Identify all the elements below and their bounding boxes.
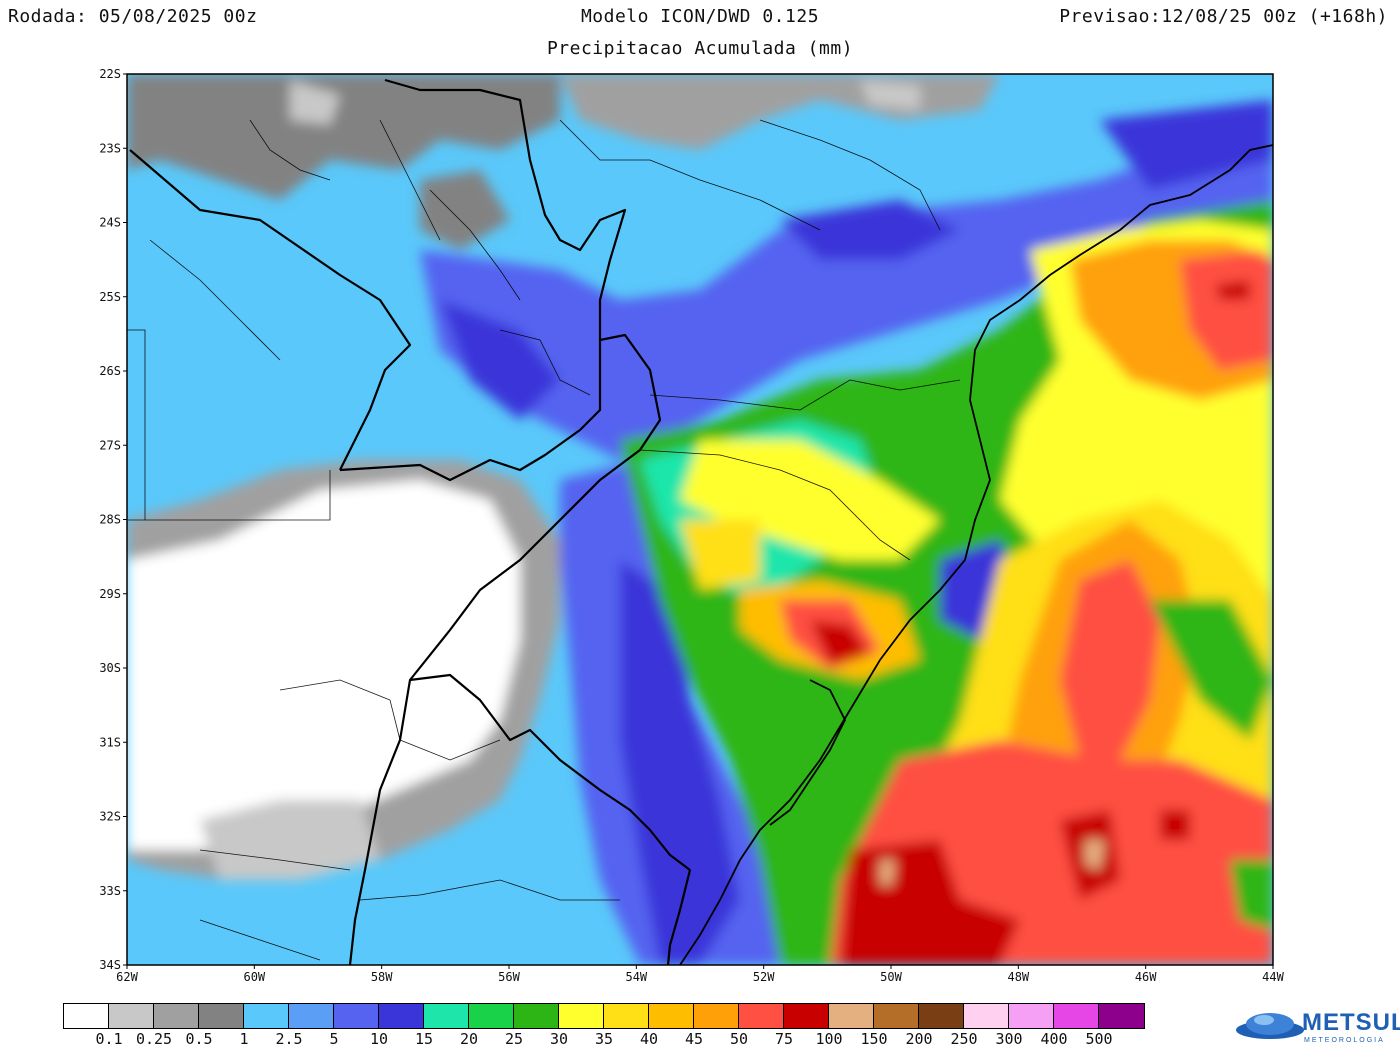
- colorbar-label: 0.25: [135, 1030, 173, 1048]
- lon-tick-label: 54W: [625, 970, 647, 984]
- map-subtitle: Precipitacao Acumulada (mm): [546, 38, 854, 59]
- colorbar-swatch: [109, 1004, 154, 1028]
- colorbar-label: 0.1: [95, 1030, 123, 1048]
- lon-tick-label: 52W: [753, 970, 775, 984]
- colorbar-label: 1: [239, 1030, 249, 1048]
- colorbar-swatch: [154, 1004, 199, 1028]
- colorbar-label: 15: [414, 1030, 434, 1048]
- lat-tick-label: 33S: [99, 884, 121, 898]
- state-borders: [127, 119, 961, 961]
- forecast-time-label: Previsao:12/08/25 00z (+168h): [1059, 6, 1388, 27]
- colorbar-swatch: [199, 1004, 244, 1028]
- lon-tick-label: 44W: [1262, 970, 1284, 984]
- colorbar-label: 30: [549, 1030, 569, 1048]
- colorbar-swatch: [604, 1004, 649, 1028]
- latitude-axis: 22S 23S 24S 25S 26S 27S 28S 29S 30S 31S 32S 33S 34S: [99, 67, 127, 972]
- colorbar-swatch: [244, 1004, 289, 1028]
- colorbar-label: 2.5: [275, 1030, 303, 1048]
- colorbar-label: 50: [729, 1030, 749, 1048]
- colorbar-label: 35: [594, 1030, 614, 1048]
- colorbar-swatch: [649, 1004, 694, 1028]
- colorbar-swatch: [1009, 1004, 1054, 1028]
- lon-tick-label: 46W: [1135, 970, 1157, 984]
- lat-tick-label: 31S: [99, 735, 121, 749]
- colorbar-swatch: [379, 1004, 424, 1028]
- colorbar-swatch: [1099, 1004, 1144, 1028]
- colorbar-label: 10: [369, 1030, 389, 1048]
- lat-tick-label: 27S: [99, 438, 121, 452]
- country-borders: [129, 78, 692, 965]
- colorbar-swatch: [559, 1004, 604, 1028]
- colorbar-label: 500: [1085, 1030, 1113, 1048]
- colorbar-label: 25: [504, 1030, 524, 1048]
- colorbar: [63, 1003, 1145, 1029]
- lon-tick-label: 48W: [1007, 970, 1029, 984]
- colorbar-label: 45: [684, 1030, 704, 1048]
- lat-tick-label: 24S: [99, 216, 121, 230]
- colorbar-swatch: [64, 1004, 109, 1028]
- colorbar-label: 300: [995, 1030, 1023, 1048]
- lat-tick-label: 28S: [99, 513, 121, 527]
- run-time-label: Rodada: 05/08/2025 00z: [8, 6, 258, 27]
- lon-tick-label: 50W: [880, 970, 902, 984]
- coastline: [679, 144, 1273, 965]
- colorbar-label: 200: [905, 1030, 933, 1048]
- colorbar-swatch: [739, 1004, 784, 1028]
- colorbar-label: 75: [774, 1030, 794, 1048]
- colorbar-label: 40: [639, 1030, 659, 1048]
- lat-tick-label: 29S: [99, 587, 121, 601]
- lat-tick-label: 34S: [99, 958, 121, 972]
- colorbar-swatch: [334, 1004, 379, 1028]
- lat-tick-label: 22S: [99, 67, 121, 81]
- colorbar-label: 20: [459, 1030, 479, 1048]
- lat-tick-label: 30S: [99, 661, 121, 675]
- colorbar-swatch: [874, 1004, 919, 1028]
- precip-field: [127, 74, 1273, 965]
- lon-tick-label: 56W: [498, 970, 520, 984]
- colorbar-swatch: [1054, 1004, 1099, 1028]
- colorbar-swatch: [514, 1004, 559, 1028]
- logo-wordmark: METSUL: [1302, 1009, 1400, 1036]
- metsul-logo: [1236, 1013, 1304, 1039]
- lat-tick-label: 23S: [99, 141, 121, 155]
- lon-tick-label: 58W: [371, 970, 393, 984]
- colorbar-label: 5: [329, 1030, 339, 1048]
- colorbar-swatch: [694, 1004, 739, 1028]
- colorbar-swatch: [829, 1004, 874, 1028]
- colorbar-label: 100: [815, 1030, 843, 1048]
- colorbar-label: 150: [860, 1030, 888, 1048]
- colorbar-swatch: [964, 1004, 1009, 1028]
- longitude-axis: 62W 60W 58W 56W 54W 52W 50W 48W 46W 44W: [116, 965, 1285, 984]
- lat-tick-label: 32S: [99, 810, 121, 824]
- colorbar-swatch: [919, 1004, 964, 1028]
- lon-tick-label: 62W: [116, 970, 138, 984]
- colorbar-swatch: [424, 1004, 469, 1028]
- lat-tick-label: 26S: [99, 364, 121, 378]
- colorbar-label: 0.5: [185, 1030, 213, 1048]
- lat-tick-label: 25S: [99, 290, 121, 304]
- colorbar-label: 400: [1040, 1030, 1068, 1048]
- colorbar-swatch: [289, 1004, 334, 1028]
- precipitation-map: 22S23S24S25S26S27S28S29S30S31S32S33S34S …: [99, 67, 1285, 984]
- colorbar-label: 250: [950, 1030, 978, 1048]
- logo-tagline: METEOROLOGIA: [1304, 1037, 1385, 1044]
- lon-tick-label: 60W: [243, 970, 265, 984]
- model-title: Modelo ICON/DWD 0.125: [580, 6, 820, 27]
- colorbar-swatch: [469, 1004, 514, 1028]
- colorbar-swatch: [784, 1004, 829, 1028]
